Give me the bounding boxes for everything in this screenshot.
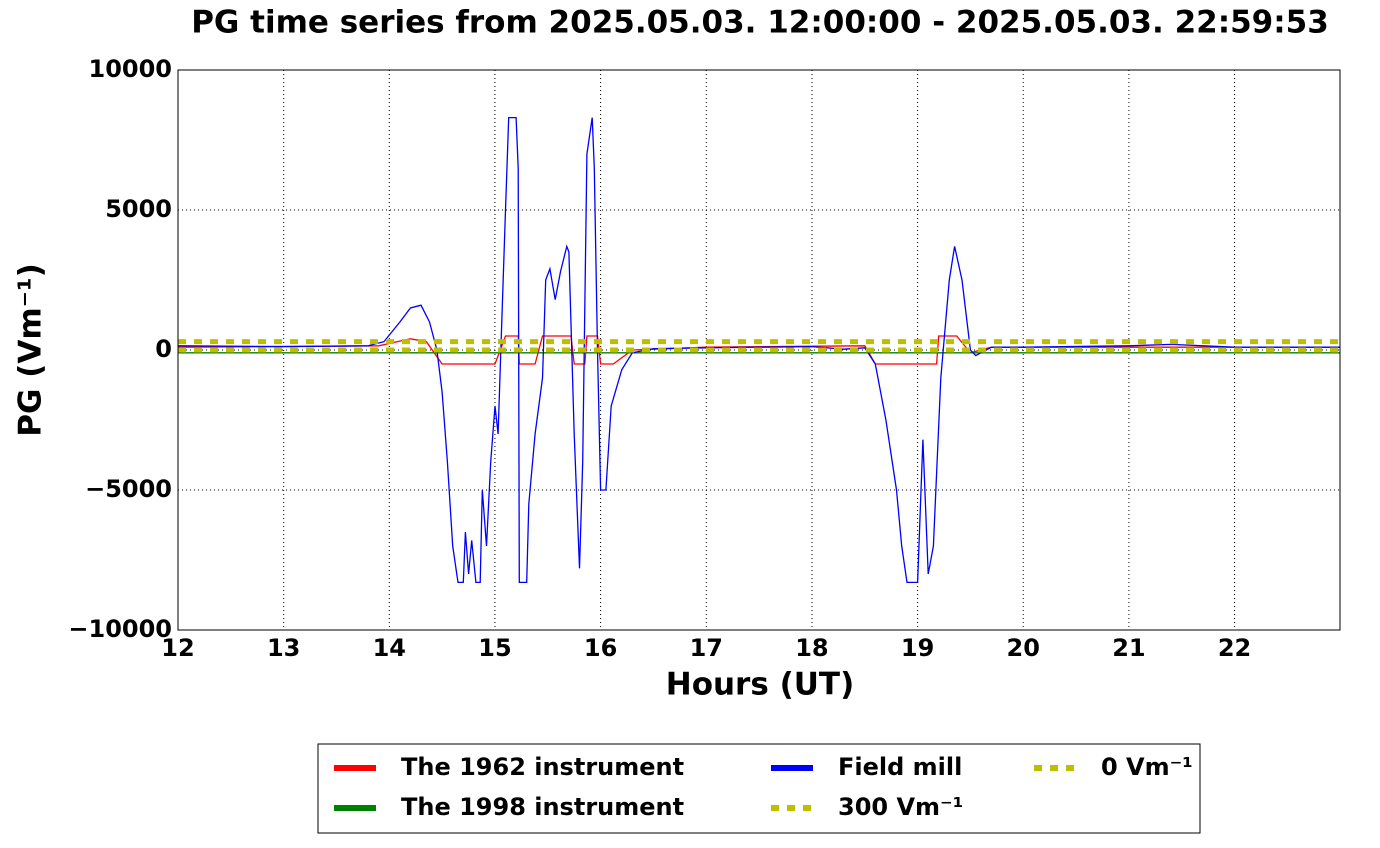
- x-tick-label: 12: [161, 634, 194, 662]
- chart-title: PG time series from 2025.05.03. 12:00:00…: [191, 5, 1329, 41]
- legend-box: [317, 743, 1201, 834]
- x-tick-label: 16: [584, 634, 617, 662]
- y-tick-label: −10000: [68, 615, 172, 643]
- plot-frame: [177, 69, 1341, 631]
- x-axis-label: Hours (UT): [666, 667, 855, 703]
- legend-label: The 1998 instrument: [401, 793, 684, 821]
- x-tick-label: 20: [1007, 634, 1040, 662]
- y-tick-label: 10000: [89, 55, 173, 83]
- x-tick-label: 18: [795, 634, 828, 662]
- x-tick-label: 22: [1218, 634, 1251, 662]
- legend-label: 300 Vm⁻¹: [838, 793, 963, 821]
- y-tick-label: 0: [155, 335, 172, 363]
- x-tick-label: 13: [267, 634, 300, 662]
- x-tick-label: 21: [1112, 634, 1145, 662]
- x-tick-label: 15: [478, 634, 511, 662]
- series-line: [177, 116, 1340, 584]
- y-axis-label: PG (Vm⁻¹): [13, 263, 49, 437]
- y-tick-label: 5000: [105, 195, 172, 223]
- x-tick-label: 17: [690, 634, 723, 662]
- legend-label: Field mill: [838, 753, 962, 781]
- x-tick-label: 19: [901, 634, 934, 662]
- legend-label: The 1962 instrument: [401, 753, 684, 781]
- y-tick-label: −5000: [85, 475, 172, 503]
- x-tick-label: 14: [373, 634, 406, 662]
- legend-label: 0 Vm⁻¹: [1101, 753, 1193, 781]
